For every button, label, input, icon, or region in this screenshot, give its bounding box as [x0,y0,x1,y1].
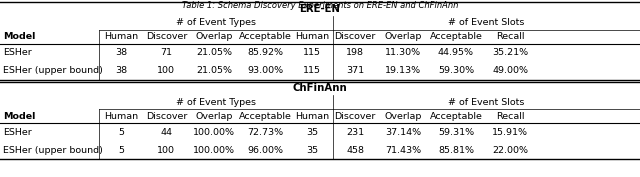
Text: 35.21%: 35.21% [492,48,529,57]
Text: 35: 35 [306,128,318,137]
Text: Acceptable: Acceptable [239,112,292,121]
Text: 100: 100 [157,66,175,75]
Text: 59.30%: 59.30% [438,66,474,75]
Text: 100.00%: 100.00% [193,146,236,155]
Text: 19.13%: 19.13% [385,66,421,75]
Text: 22.00%: 22.00% [492,146,529,155]
Text: 37.14%: 37.14% [385,128,421,137]
Text: # of Event Slots: # of Event Slots [448,98,525,107]
Text: 49.00%: 49.00% [492,66,529,75]
Text: 21.05%: 21.05% [196,66,232,75]
Text: 71: 71 [161,48,172,57]
Text: 458: 458 [346,146,364,155]
Text: 5: 5 [118,128,125,137]
Text: Human: Human [295,32,329,41]
Text: 44.95%: 44.95% [438,48,474,57]
Text: 100: 100 [157,146,175,155]
Text: 35: 35 [306,146,318,155]
Text: ESHer (upper bound): ESHer (upper bound) [3,66,103,75]
Text: Discover: Discover [335,112,376,121]
Text: # of Event Types: # of Event Types [176,18,256,27]
Text: Human: Human [104,112,139,121]
Text: Discover: Discover [335,32,376,41]
Text: Human: Human [295,112,329,121]
Text: Discover: Discover [146,112,187,121]
Text: 93.00%: 93.00% [248,66,284,75]
Text: 59.31%: 59.31% [438,128,474,137]
Text: 371: 371 [346,66,364,75]
Text: Discover: Discover [146,32,187,41]
Text: 231: 231 [346,128,364,137]
Text: 72.73%: 72.73% [248,128,284,137]
Text: Acceptable: Acceptable [429,112,483,121]
Text: Overlap: Overlap [196,112,233,121]
Text: ESHer (upper bound): ESHer (upper bound) [3,146,103,155]
Text: Acceptable: Acceptable [429,32,483,41]
Text: ERE-EN: ERE-EN [300,4,340,14]
Text: 44: 44 [161,128,172,137]
Text: Acceptable: Acceptable [239,32,292,41]
Text: Overlap: Overlap [385,32,422,41]
Text: Table 1: Schema Discovery Experiments on ERE-EN and ChFinAnn: Table 1: Schema Discovery Experiments on… [182,1,458,10]
Text: ChFinAnn: ChFinAnn [292,84,348,93]
Text: 115: 115 [303,66,321,75]
Text: # of Event Slots: # of Event Slots [448,18,525,27]
Text: 198: 198 [346,48,364,57]
Text: Recall: Recall [496,112,525,121]
Text: Overlap: Overlap [196,32,233,41]
Text: 15.91%: 15.91% [492,128,529,137]
Text: 21.05%: 21.05% [196,48,232,57]
Text: Overlap: Overlap [385,112,422,121]
Text: 96.00%: 96.00% [248,146,284,155]
Text: ESHer: ESHer [3,128,32,137]
Text: 85.92%: 85.92% [248,48,284,57]
Text: # of Event Types: # of Event Types [176,98,256,107]
Text: 38: 38 [116,66,127,75]
Text: Model: Model [3,112,35,121]
Text: 115: 115 [303,48,321,57]
Text: 100.00%: 100.00% [193,128,236,137]
Text: 38: 38 [116,48,127,57]
Text: Model: Model [3,32,35,41]
Text: 85.81%: 85.81% [438,146,474,155]
Text: 11.30%: 11.30% [385,48,421,57]
Text: Human: Human [104,32,139,41]
Text: 71.43%: 71.43% [385,146,421,155]
Text: Recall: Recall [496,32,525,41]
Text: 5: 5 [118,146,125,155]
Text: ESHer: ESHer [3,48,32,57]
